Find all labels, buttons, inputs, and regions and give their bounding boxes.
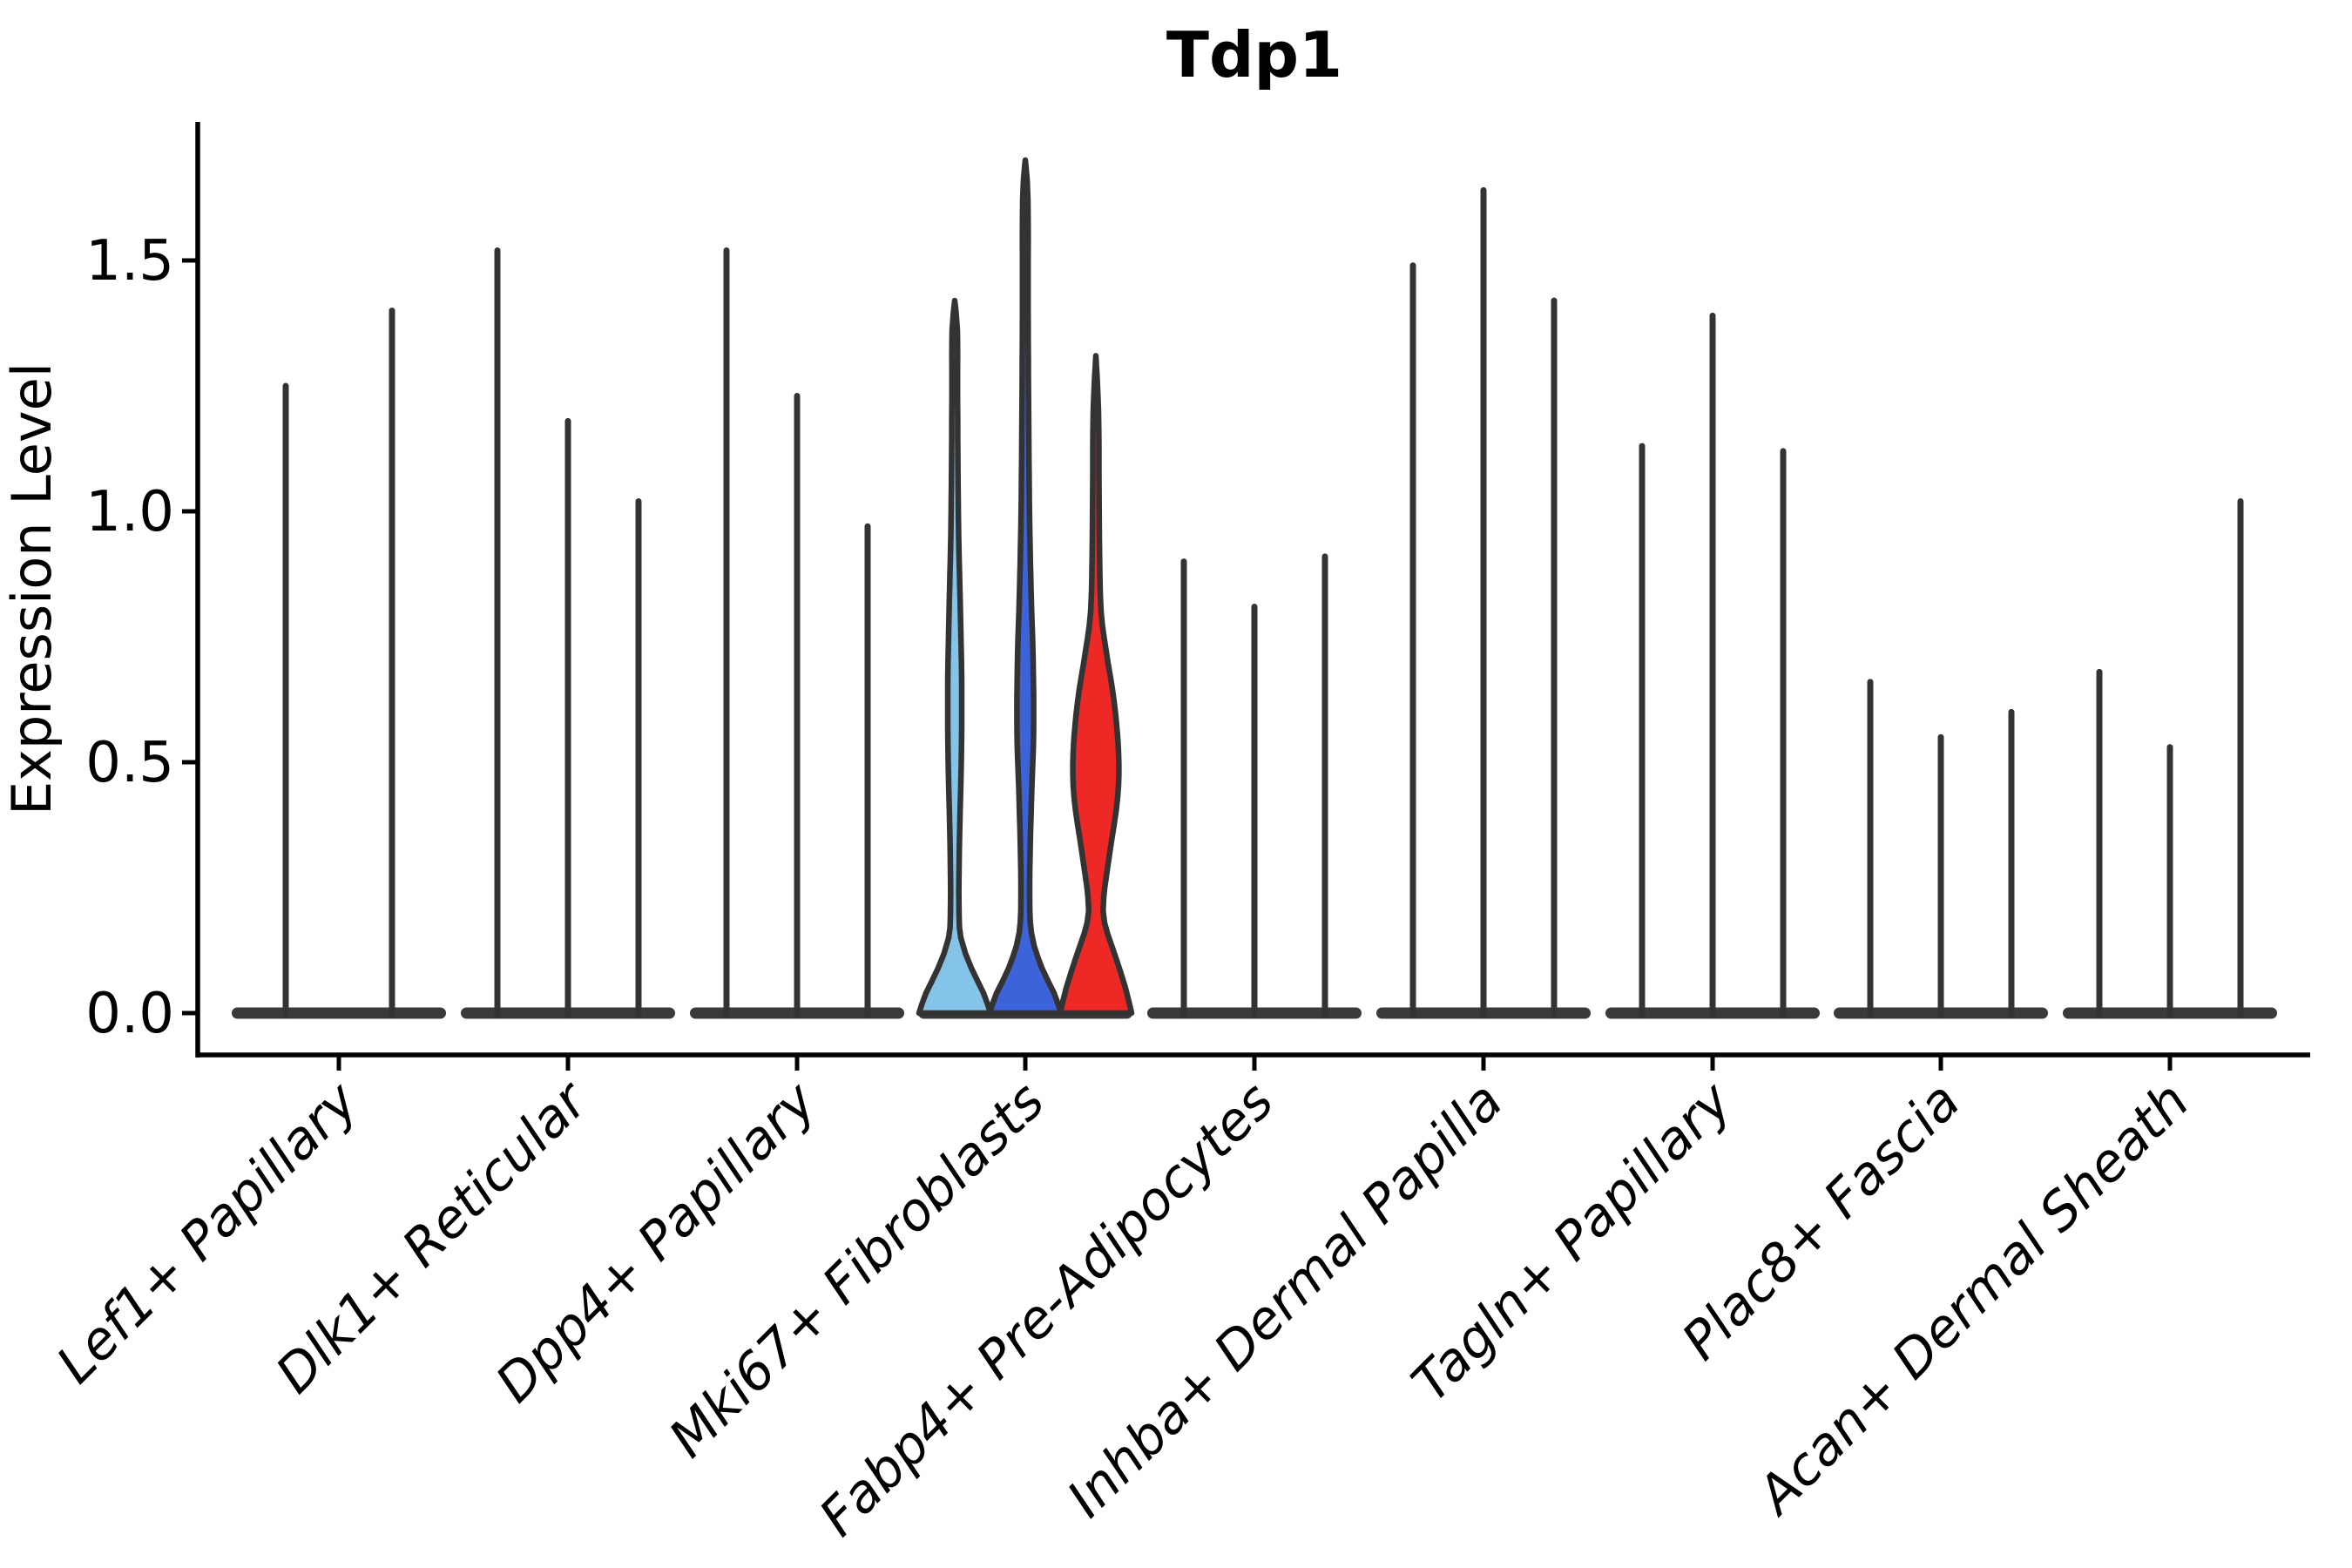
x-category-label: Mki67+ Fibroblasts — [658, 1071, 1057, 1470]
y-tick-label: 1.5 — [85, 229, 174, 294]
violin-highlighted — [916, 297, 994, 1017]
x-category-label: Acan+ Dermal Sheath — [1744, 1071, 2201, 1528]
chart-title: Tdp1 — [1166, 18, 1342, 91]
y-tick-label: 0.5 — [85, 731, 174, 795]
y-tick-label: 1.0 — [85, 480, 174, 544]
x-category-label: Fabp4+ Pre-Adipocytes — [808, 1071, 1285, 1548]
violin-highlighted — [1057, 353, 1135, 1017]
x-category-label: Inhba+ Dermal Papilla — [1056, 1071, 1514, 1529]
y-axis-title: Expression Level — [0, 362, 64, 815]
violin-baseline — [232, 1007, 446, 1019]
violin-highlighted — [986, 157, 1064, 1017]
y-tick-label: 0.0 — [85, 982, 174, 1046]
